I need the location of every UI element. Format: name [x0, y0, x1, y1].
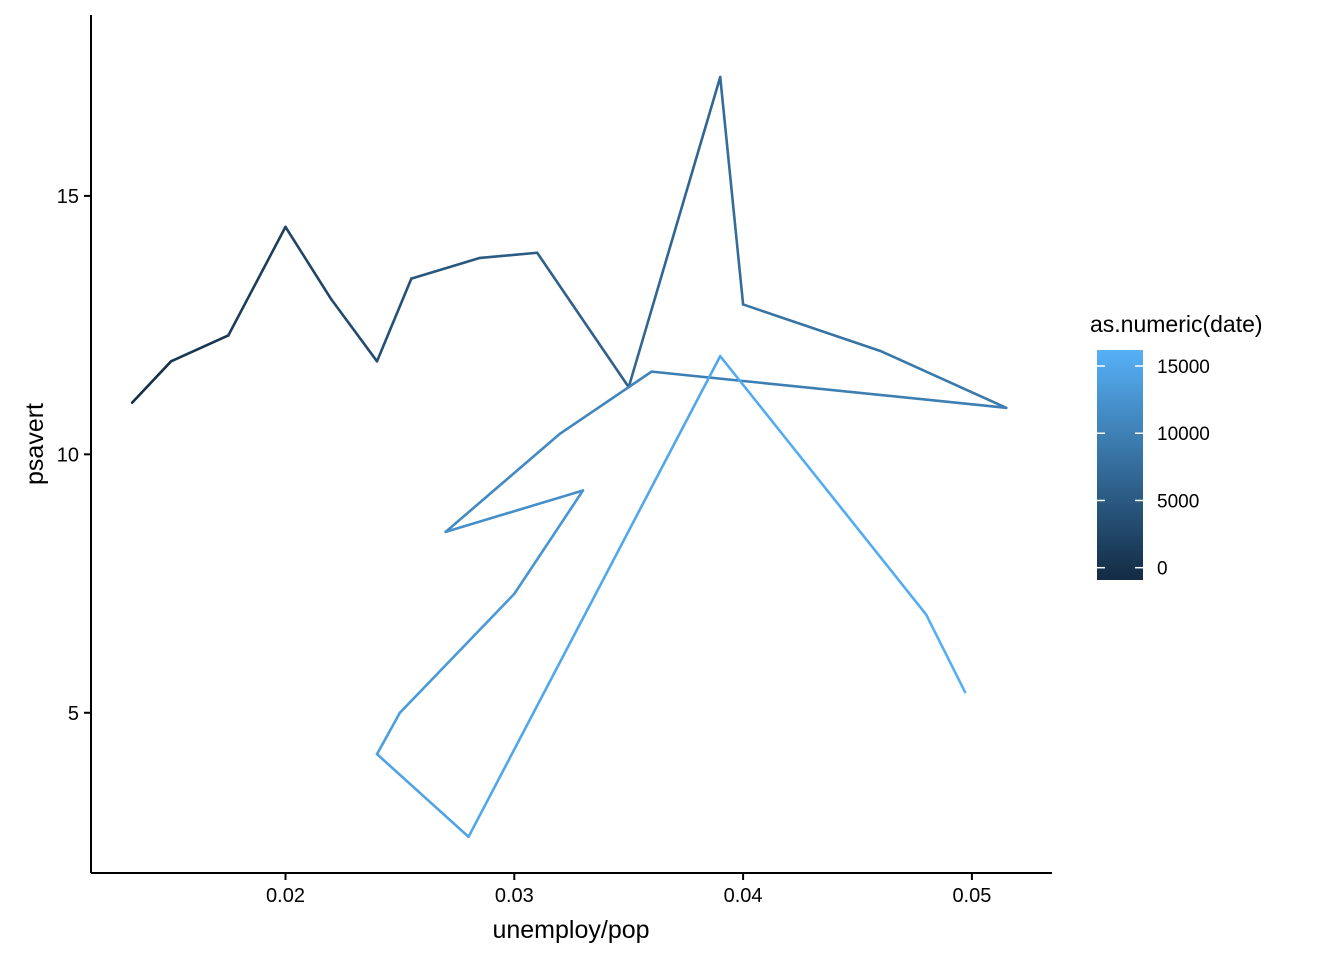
- y-axis-title: psavert: [21, 403, 49, 485]
- series-path-segment: [512, 489, 585, 596]
- legend: as.numeric(date) 0 5000 10000 15000: [1090, 311, 1263, 580]
- series-path-segment: [627, 75, 722, 389]
- x-tick-label: 0.03: [495, 885, 534, 907]
- plot-panel: [130, 75, 1008, 839]
- x-axis-title: unemploy/pop: [492, 916, 649, 944]
- x-axis-ticks: 0.02 0.03 0.04 0.05: [266, 873, 991, 907]
- legend-colorbar: [1097, 350, 1143, 580]
- legend-ticks: 0 5000 10000 15000: [1097, 357, 1210, 580]
- y-tick-label: 10: [57, 444, 79, 466]
- series-path-segment: [535, 251, 631, 389]
- series-path-segment: [410, 256, 482, 280]
- y-axis-ticks: 5 10 15: [57, 186, 91, 725]
- legend-tick-label: 5000: [1157, 491, 1199, 512]
- series-path-segment: [444, 489, 585, 534]
- series-path-segment: [375, 752, 470, 839]
- series-path-segment: [741, 303, 882, 353]
- series-path-segment: [398, 592, 516, 715]
- legend-tick-label: 10000: [1157, 424, 1210, 445]
- legend-tick-label: 15000: [1157, 357, 1210, 378]
- y-tick-label: 5: [68, 703, 79, 725]
- series-path-segment: [467, 354, 722, 839]
- series-path-segment: [284, 225, 333, 301]
- series-path-segment: [444, 432, 562, 534]
- series-path-segment: [130, 360, 173, 404]
- series-path-segment: [879, 349, 1008, 410]
- series-path-segment: [558, 370, 653, 435]
- series-path-segment: [718, 75, 745, 306]
- x-tick-label: 0.02: [266, 885, 305, 907]
- x-tick-label: 0.04: [724, 885, 763, 907]
- legend-tick-label: 0: [1157, 559, 1168, 580]
- series-path-segment: [924, 613, 967, 694]
- series-path-segment: [329, 297, 379, 363]
- series-path-segment: [478, 251, 539, 260]
- series-path-segment: [718, 354, 928, 616]
- series-path-segment: [226, 225, 287, 337]
- series-path-segment: [375, 277, 413, 363]
- series-path-segment: [169, 334, 230, 363]
- series-path-segment: [375, 711, 402, 756]
- series-path-segment: [650, 370, 1008, 410]
- x-tick-label: 0.05: [952, 885, 991, 907]
- legend-title: as.numeric(date): [1090, 311, 1263, 337]
- y-tick-label: 15: [57, 186, 79, 208]
- series-path-layer: [130, 75, 1008, 839]
